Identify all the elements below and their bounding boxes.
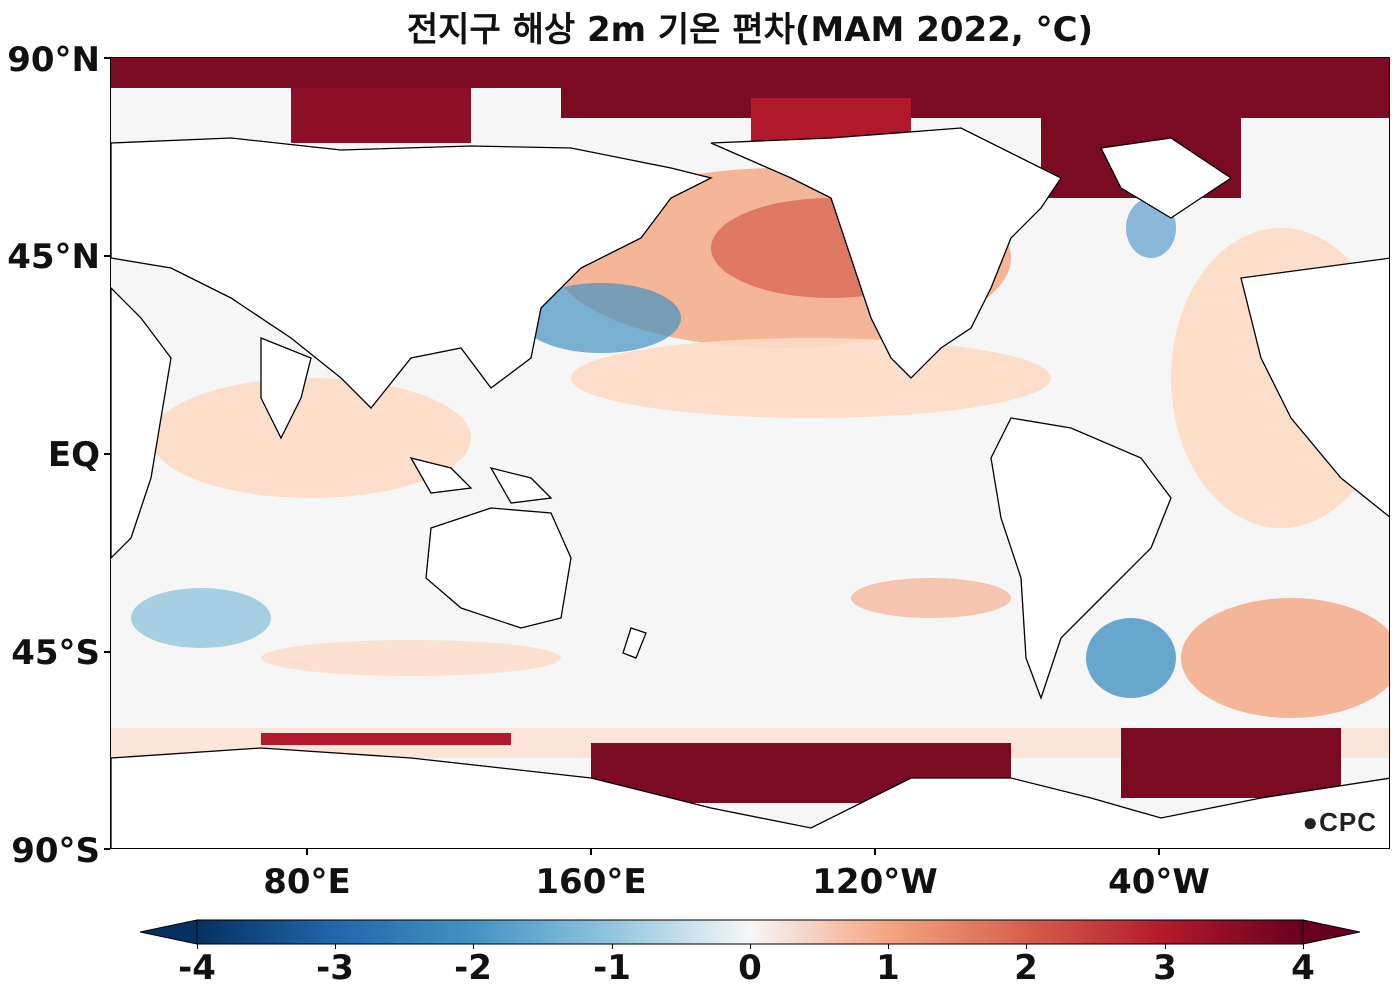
colorbar-label: 1	[876, 948, 900, 988]
colorbar-tick	[1165, 944, 1166, 949]
colorbar-label: -2	[454, 948, 492, 988]
colorbar	[140, 919, 1360, 945]
x-tick	[306, 849, 308, 855]
map-title: 전지구 해상 2m 기온 편차(MAM 2022, °C)	[406, 10, 1094, 50]
y-label-45s: 45°S	[11, 633, 100, 673]
y-label-90n: 90°N	[7, 40, 100, 80]
x-tick	[590, 849, 592, 855]
map-panel: ●CPC	[110, 57, 1390, 849]
colorbar-label: 4	[1291, 948, 1315, 988]
y-tick	[104, 651, 110, 653]
colorbar-label: -4	[178, 948, 216, 988]
y-label-45n: 45°N	[7, 237, 100, 277]
colorbar-tick	[197, 944, 198, 949]
globe-icon: ●	[1302, 807, 1320, 837]
x-tick	[1158, 849, 1160, 855]
colorbar-label: -1	[593, 948, 631, 988]
y-label-90s: 90°S	[11, 831, 100, 871]
y-tick	[104, 57, 110, 59]
colorbar-label: -3	[316, 948, 354, 988]
x-label-80e: 80°E	[263, 862, 351, 902]
x-label-160e: 160°E	[535, 862, 647, 902]
x-label-40w: 40°W	[1108, 862, 1210, 902]
y-tick	[104, 453, 110, 455]
cpc-logo: ●CPC	[1302, 807, 1377, 837]
colorbar-tick	[888, 944, 889, 949]
colorbar-tick	[750, 944, 751, 949]
colorbar-tick	[335, 944, 336, 949]
colorbar-label: 0	[738, 948, 762, 988]
colorbar-tick	[612, 944, 613, 949]
colorbar-tick	[1026, 944, 1027, 949]
x-label-120w: 120°W	[812, 862, 938, 902]
y-tick	[104, 255, 110, 257]
y-label-eq: EQ	[47, 435, 100, 475]
colorbar-extend-max	[1302, 919, 1360, 945]
y-tick	[104, 848, 110, 850]
colorbar-label: 3	[1153, 948, 1177, 988]
colorbar-tick	[473, 944, 474, 949]
colorbar-label: 2	[1014, 948, 1038, 988]
colorbar-extend-min	[140, 919, 198, 945]
colorbar-gradient	[196, 919, 1304, 945]
land-masses	[111, 127, 1389, 848]
colorbar-tick	[1303, 944, 1304, 949]
anomaly-map	[111, 58, 1389, 848]
x-tick	[874, 849, 876, 855]
